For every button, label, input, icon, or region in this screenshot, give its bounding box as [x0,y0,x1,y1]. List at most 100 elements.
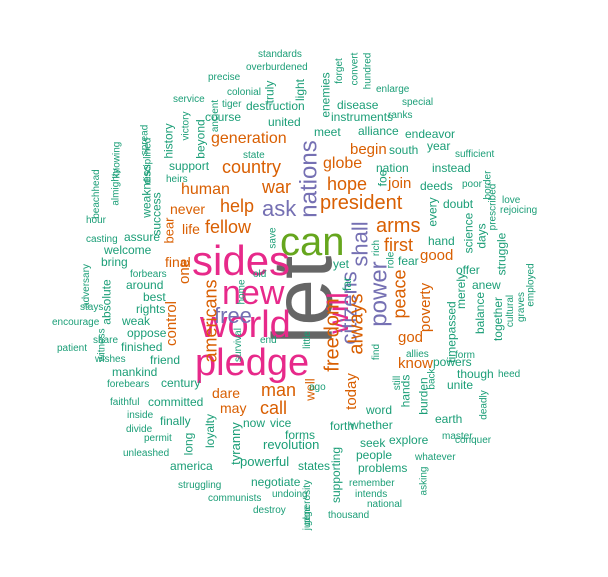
word-power: power [365,261,393,327]
word-poverty: poverty [417,282,435,333]
word-unleashed: unleashed [123,448,170,459]
word-remember: remember [349,478,395,489]
word-loyalty: loyalty [203,413,218,449]
word-border: border [482,170,494,200]
word-save: save [267,227,279,249]
word-freedom: freedom [321,298,344,372]
word-sufficient: sufficient [455,149,495,160]
word-welcome: welcome [104,243,152,257]
word-beyond: beyond [193,119,208,159]
word-weak: weak [122,314,151,328]
word-explore: explore [389,433,429,447]
word-south: south [389,143,419,157]
word-join: join [388,175,412,192]
word-employed: employed [525,263,537,307]
word-tiger: tiger [222,99,242,110]
word-foe: foe [375,169,390,187]
word-human: human [181,181,230,198]
word-assure: assure [124,230,161,244]
word-century: century [161,376,201,390]
word-earth: earth [435,412,463,426]
word-country: country [222,157,282,177]
word-word: word [366,403,393,417]
word-know: know [398,355,434,372]
word-ask: ask [262,196,297,221]
word-anew: anew [472,278,501,292]
word-endeavor: endeavor [405,127,456,141]
word-course: course [205,110,242,124]
word-destroy: destroy [253,505,286,516]
word-friend: friend [150,353,181,367]
word-around: around [126,278,164,292]
word-patient: patient [57,343,88,354]
word-home: home [236,279,248,305]
word-people: people [356,448,393,462]
word-ancient: ancient [210,99,222,133]
word-hour: hour [86,215,107,226]
word-good: good [420,247,454,264]
word-powerful: powerful [240,454,290,469]
word-inside: inside [127,410,154,421]
word-together: together [491,296,506,342]
word-conquer: conquer [455,435,492,446]
word-doubt: doubt [443,197,474,211]
word-days: days [474,223,489,249]
word-colonial: colonial [227,87,261,98]
word-instruments: instruments [331,110,394,124]
word-can: can [280,220,345,264]
word-casting: casting [86,234,118,245]
word-never: never [170,201,206,217]
word-intends: intends [355,489,388,500]
word-vice: vice [270,416,292,430]
word-finished: finished [121,340,163,354]
word-faithful: faithful [110,397,140,408]
word-deeds: deeds [420,179,453,193]
word-whether: whether [350,418,393,432]
word-light: light [293,78,308,102]
word-generosity: generosity [302,479,314,527]
word-thousand: thousand [328,510,370,521]
word-hope: hope [327,174,368,194]
word-whatever: whatever [415,452,456,463]
word-little: little [301,331,313,349]
word-ago: ago [309,382,326,393]
word-alliance: alliance [358,124,399,138]
word-divide: divide [126,424,153,435]
word-man: man [261,380,297,400]
word-instead: instead [432,161,471,175]
word-sides: sides [192,237,291,284]
word-final: final [165,254,191,270]
word-undoing: undoing [272,489,308,500]
word-may: may [220,400,247,416]
word-poor: poor [462,179,483,190]
word-negotiate: negotiate [251,475,301,489]
word-hundred: hundred [362,52,374,90]
word-generation: generation [211,130,287,147]
word-heirs: heirs [166,174,188,185]
word-beachhead: beachhead [90,169,102,219]
word-permit: permit [144,433,172,444]
word-year: year [427,139,451,153]
word-role: role [385,251,397,269]
word-state: state [243,150,265,161]
word-overburdened: overburdened [246,62,308,73]
word-best: best [143,290,166,304]
word-communists: communists [208,493,262,504]
word-globe: globe [323,155,363,172]
word-first: first [384,235,413,255]
word-forms: forms [285,428,315,442]
word-bring: bring [101,255,128,269]
word-unite: unite [447,378,474,392]
word-committed: committed [148,395,204,409]
word-fellow: fellow [205,217,252,237]
word-yet: yet [333,257,350,271]
word-united: united [268,115,301,129]
word-asking: asking [418,466,430,496]
word-though: though [457,367,494,381]
word-peace: peace [389,269,410,319]
word-master: master [442,431,473,442]
word-finally: finally [160,414,191,428]
word-long: long [181,432,196,456]
word-struggling: struggling [178,480,222,491]
